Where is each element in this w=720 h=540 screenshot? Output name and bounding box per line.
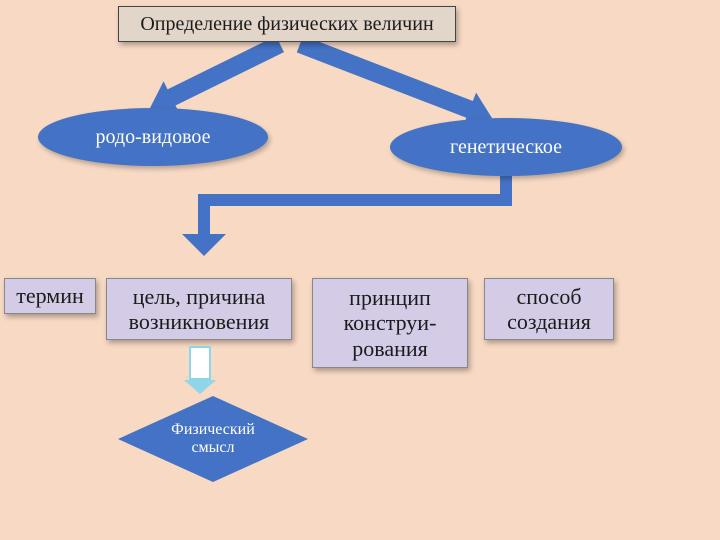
connector-layer [0, 0, 720, 540]
root-header: Определение физических величин [118, 6, 456, 42]
right-ellipse-node: генетическое [390, 118, 622, 176]
thin-down-arrow [184, 346, 216, 394]
diamond-node: Физический смысл [118, 396, 308, 482]
diamond-label: Физический смысл [118, 396, 308, 482]
left-ellipse-node: родо-видовое [38, 108, 268, 166]
thin-arrow-head-icon [184, 380, 216, 394]
leaf-box-method: способ создания [484, 278, 614, 340]
leaf-box-term-label: термин [16, 283, 84, 308]
leaf-box-purpose-label: цель, причина возникновения [113, 284, 285, 335]
left-ellipse-label: родо-видовое [95, 126, 210, 149]
leaf-box-method-label: способ создания [491, 284, 607, 335]
thin-arrow-stem [189, 346, 211, 380]
leaf-box-term: термин [4, 278, 96, 314]
right-ellipse-label: генетическое [450, 136, 562, 159]
leaf-box-purpose: цель, причина возникновения [106, 278, 292, 340]
leaf-box-principle: принцип конструи-рования [312, 278, 468, 368]
diagram-canvas: Определение физических величин родо-видо… [0, 0, 720, 540]
root-header-label: Определение физических величин [140, 13, 433, 35]
leaf-box-principle-label: принцип конструи-рования [319, 285, 461, 361]
